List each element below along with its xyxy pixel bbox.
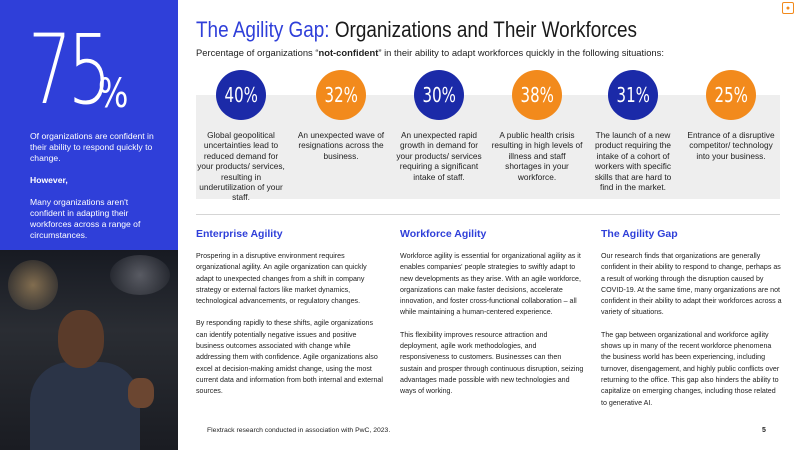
- stat-circle-1: 40%: [216, 70, 266, 120]
- page-title-rest: Organizations and Their Workforces: [329, 17, 637, 42]
- stat-desc-2: An unexpected wave of resignations acros…: [297, 130, 385, 161]
- column-enterprise-agility: Enterprise Agility Prospering in a disru…: [196, 228, 384, 398]
- section-divider: [196, 214, 780, 215]
- stat-value-1: 40%: [224, 83, 258, 107]
- stat-value-5: 31%: [616, 83, 650, 107]
- stat-circle-2: 32%: [316, 70, 366, 120]
- column-heading: Enterprise Agility: [196, 228, 283, 240]
- app-icon: ●: [782, 2, 794, 14]
- left-panel: 75 % Of organizations are confident in t…: [0, 0, 178, 450]
- stat-circle-4: 38%: [512, 70, 562, 120]
- stat-desc-4: A public health crisis resulting in high…: [491, 130, 583, 182]
- stat-circle-3: 30%: [414, 70, 464, 120]
- column-paragraph: The gap between organizational and workf…: [601, 330, 780, 407]
- presenter-photo: [0, 250, 178, 450]
- footer-source: Flextrack research conducted in associat…: [207, 427, 391, 434]
- stat-circle-6: 25%: [706, 70, 756, 120]
- column-heading: Workforce Agility: [400, 228, 487, 240]
- column-paragraph: Our research finds that organizations ar…: [601, 252, 782, 317]
- stat-value-4: 38%: [520, 83, 554, 107]
- stat-circle-5: 31%: [608, 70, 658, 120]
- column-paragraph: This flexibility improves resource attra…: [400, 330, 584, 396]
- headline-stat-percent: %: [98, 71, 129, 117]
- stats-band: [196, 95, 780, 199]
- headline-stat-number: 75: [28, 14, 112, 126]
- column-paragraph: By responding rapidly to these shifts, a…: [196, 319, 383, 396]
- page-subtitle: Percentage of organizations “not-confide…: [196, 47, 664, 58]
- stat-value-2: 32%: [324, 83, 358, 107]
- column-paragraph: Prospering in a disruptive environment r…: [196, 252, 367, 306]
- stat-value-6: 25%: [714, 83, 748, 107]
- page-title-highlight: The Agility Gap:: [196, 17, 330, 42]
- subtitle-after: ” in their ability to adapt workforces q…: [378, 47, 664, 58]
- headline-stat: 75 %: [28, 22, 136, 118]
- subtitle-before: Percentage of organizations “: [196, 47, 319, 58]
- left-summary: Of organizations are confident in their …: [30, 131, 158, 241]
- stat-desc-3: An unexpected rapid growth in demand for…: [396, 130, 482, 182]
- left-summary-however: However,: [30, 175, 68, 185]
- column-paragraph: Workforce agility is essential for organ…: [400, 252, 581, 317]
- stat-desc-5: The launch of a new product requiring th…: [594, 130, 672, 193]
- column-workforce-agility: Workforce Agility Workforce agility is e…: [400, 228, 584, 398]
- page-title: The Agility Gap: Organizations and Their…: [196, 17, 637, 43]
- stat-value-3: 30%: [422, 83, 456, 107]
- column-agility-gap: The Agility Gap Our research finds that …: [601, 228, 783, 409]
- left-summary-p2: Many organizations aren't confident in a…: [30, 197, 141, 240]
- stat-desc-6: Entrance of a disruptive competitor/ tec…: [687, 130, 775, 161]
- stat-desc-1: Global geopolitical uncertainties lead t…: [197, 130, 285, 203]
- left-summary-p1: Of organizations are confident in their …: [30, 131, 154, 163]
- page-number: 5: [762, 427, 766, 434]
- column-heading: The Agility Gap: [601, 228, 678, 240]
- subtitle-bold: not-confident: [318, 47, 379, 58]
